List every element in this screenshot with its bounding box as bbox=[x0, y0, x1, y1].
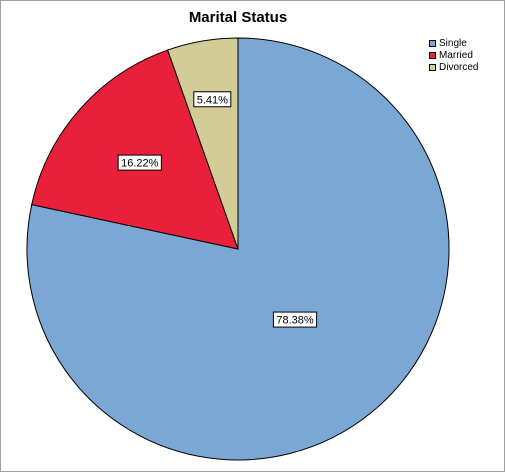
pie-label-box-married bbox=[117, 154, 162, 171]
pie-label-box-single bbox=[272, 311, 318, 328]
pie-labels: 78.38% 16.22% 5.41% bbox=[117, 91, 318, 328]
pie-label-text-married: 16.22% bbox=[121, 158, 159, 170]
legend-swatch-married bbox=[429, 51, 436, 59]
legend-label-single: Single bbox=[439, 37, 467, 49]
legend-swatch-divorced bbox=[429, 63, 436, 71]
legend: Single Married Divorced bbox=[429, 37, 478, 73]
pie-label-text-divorced: 5.41% bbox=[197, 94, 228, 106]
legend-label-married: Married bbox=[439, 49, 473, 61]
pie-slice-divorced bbox=[167, 37, 239, 250]
pie-label-box-divorced bbox=[193, 91, 232, 108]
pie-slices bbox=[26, 37, 450, 461]
legend-label-divorced: Divorced bbox=[439, 61, 479, 73]
legend-item-married: Married bbox=[429, 49, 478, 61]
pie-slice-married bbox=[31, 49, 239, 250]
legend-item-divorced: Divorced bbox=[429, 61, 478, 73]
legend-swatch-single bbox=[429, 39, 436, 47]
legend-item-single: Single bbox=[429, 37, 478, 49]
pie-label-married: 16.22% bbox=[117, 154, 162, 171]
pie-label-divorced: 5.41% bbox=[193, 91, 232, 108]
chart-title: Marital Status bbox=[188, 9, 288, 26]
pie-label-text-single: 78.38% bbox=[276, 315, 314, 327]
pie-label-single: 78.38% bbox=[272, 311, 318, 328]
